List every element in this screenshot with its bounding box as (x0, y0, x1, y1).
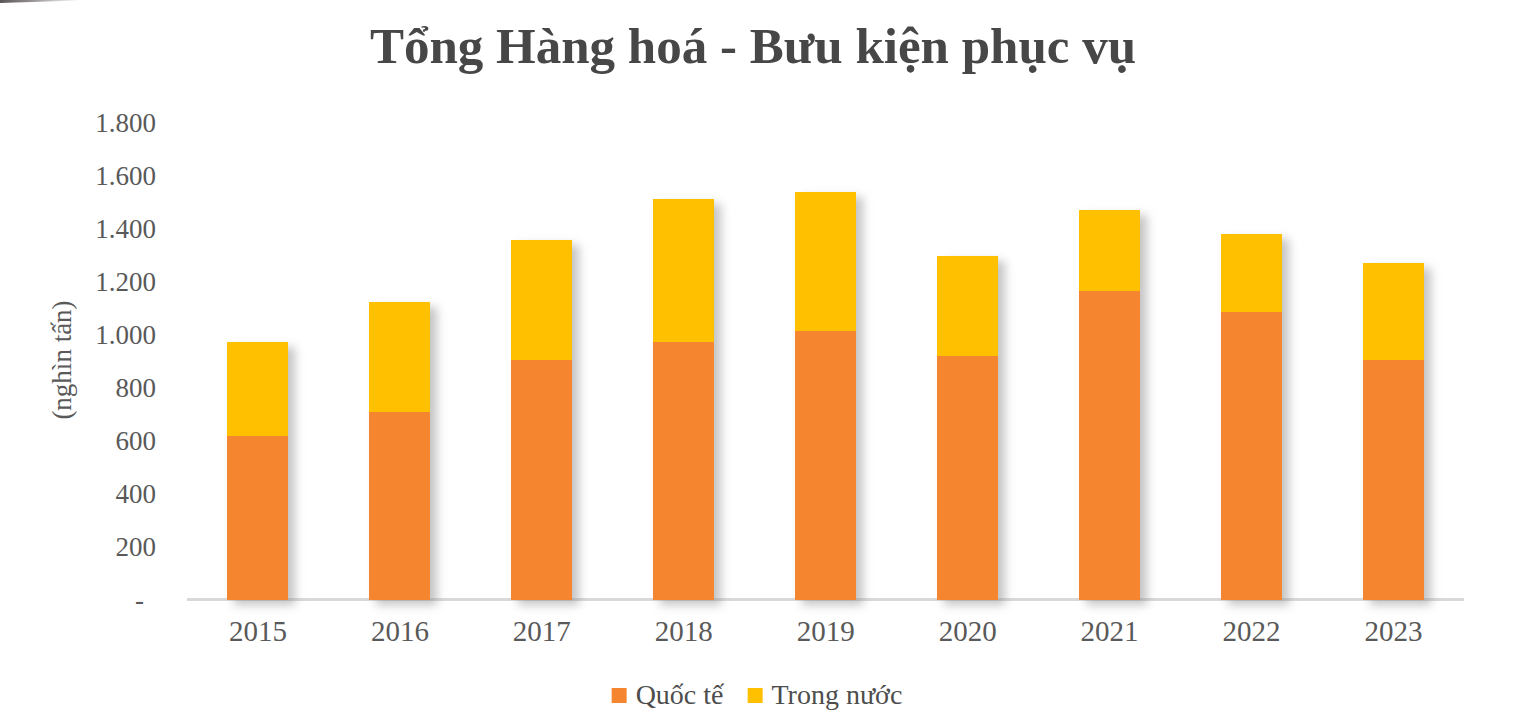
bar-2023 (1363, 263, 1424, 600)
bar-2021 (1079, 210, 1140, 600)
bar-2021-domestic-segment (1079, 210, 1140, 291)
bar-2018 (653, 199, 714, 600)
y-tick-label-1200: 1.200 (95, 269, 156, 296)
bar-2017 (511, 240, 572, 600)
y-tick-label-1000: 1.000 (95, 322, 156, 349)
bar-2015-domestic-segment (227, 342, 288, 436)
bar-2015 (227, 342, 288, 600)
bar-2020-international-segment (937, 356, 998, 600)
y-tick-label-1400: 1.400 (95, 216, 156, 243)
bar-2022-domestic-segment (1221, 234, 1282, 312)
bar-2020 (937, 256, 998, 601)
legend-item-domestic: Trong nước (748, 681, 903, 709)
bar-2016 (369, 302, 430, 600)
x-tick-label-2015: 2015 (229, 617, 287, 646)
bar-2022 (1221, 234, 1282, 600)
chart-title: Tổng Hàng hoá - Bưu kiện phục vụ (370, 21, 1136, 72)
legend-swatch-international (612, 688, 627, 703)
bar-2019 (795, 192, 856, 600)
bar-2020-domestic-segment (937, 256, 998, 357)
x-tick-label-2016: 2016 (371, 617, 429, 646)
x-tick-label-2022: 2022 (1223, 617, 1281, 646)
x-tick-label-2018: 2018 (655, 617, 713, 646)
y-tick-label-400: 400 (116, 481, 157, 508)
y-tick-label-1800: 1.800 (95, 110, 156, 137)
legend-label-domestic: Trong nước (772, 681, 903, 709)
y-axis-tick-labels: 1.800 1.600 1.400 1.200 1.000 800 600 400 200 - (0, 0, 156, 720)
y-tick-label-600: 600 (116, 428, 157, 455)
x-tick-label-2017: 2017 (513, 617, 571, 646)
bar-2015-international-segment (227, 436, 288, 600)
chart-container: Tổng Hàng hoá - Bưu kiện phục vụ (nghìn … (0, 0, 1538, 720)
bar-2023-domestic-segment (1363, 263, 1424, 360)
bar-2022-international-segment (1221, 312, 1282, 600)
bar-2018-international-segment (653, 342, 714, 600)
x-tick-label-2020: 2020 (939, 617, 997, 646)
x-tick-label-2021: 2021 (1081, 617, 1139, 646)
legend-label-international: Quốc tế (636, 681, 724, 709)
legend-swatch-domestic (748, 688, 763, 703)
legend-item-international: Quốc tế (612, 681, 724, 709)
bar-2019-international-segment (795, 331, 856, 600)
bar-2023-international-segment (1363, 360, 1424, 600)
y-tick-label-0: - (135, 587, 144, 614)
bar-2017-international-segment (511, 360, 572, 600)
x-tick-label-2019: 2019 (797, 617, 855, 646)
bar-2021-international-segment (1079, 291, 1140, 600)
y-tick-label-200: 200 (116, 534, 157, 561)
bar-2018-domestic-segment (653, 199, 714, 342)
bar-2016-international-segment (369, 412, 430, 600)
bar-2019-domestic-segment (795, 192, 856, 331)
bar-2017-domestic-segment (511, 240, 572, 361)
x-tick-label-2023: 2023 (1364, 617, 1422, 646)
y-tick-label-800: 800 (116, 375, 157, 402)
legend: Quốc tế Trong nước (612, 681, 903, 709)
y-tick-label-1600: 1.600 (95, 163, 156, 190)
bar-2016-domestic-segment (369, 302, 430, 412)
